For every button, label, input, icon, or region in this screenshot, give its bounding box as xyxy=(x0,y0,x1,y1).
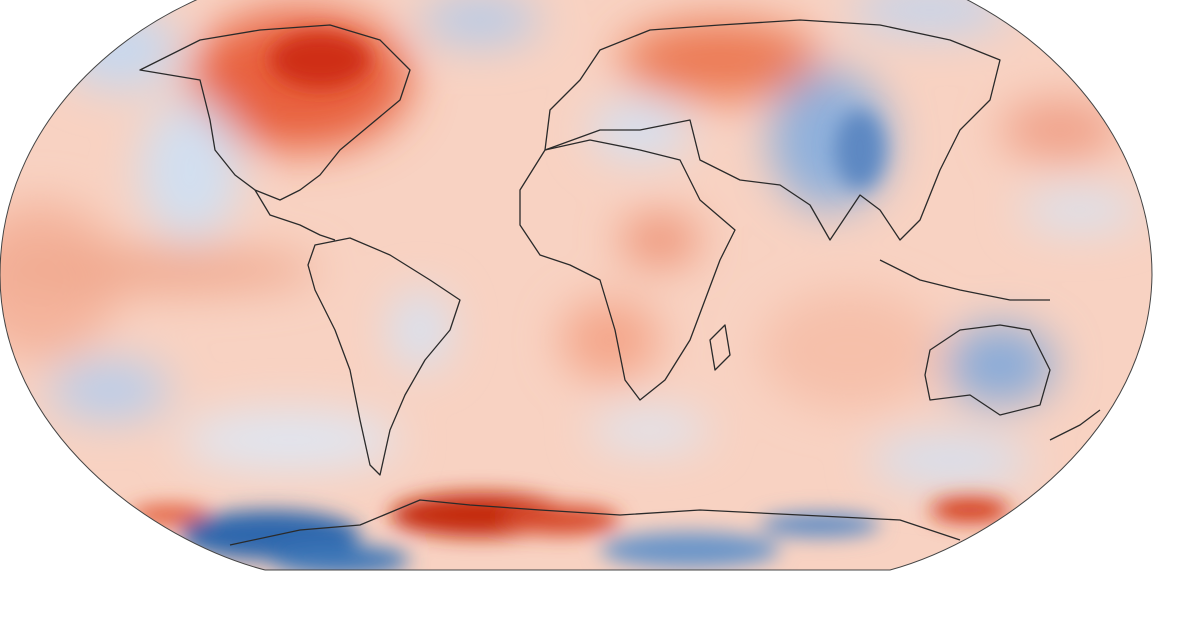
new-zealand xyxy=(1049,409,1101,441)
central-america xyxy=(254,189,336,241)
australia xyxy=(924,324,1051,416)
anomaly-field xyxy=(0,0,1152,570)
south-america xyxy=(307,237,461,476)
antarctica xyxy=(229,499,961,546)
africa xyxy=(519,139,736,401)
coastlines xyxy=(139,19,1101,546)
map-frame xyxy=(0,0,1153,571)
maritime-asia xyxy=(879,259,1050,301)
anomaly-patches xyxy=(0,0,1140,485)
eurasia xyxy=(544,19,1001,241)
north-america xyxy=(139,24,411,201)
madagascar xyxy=(709,324,731,371)
